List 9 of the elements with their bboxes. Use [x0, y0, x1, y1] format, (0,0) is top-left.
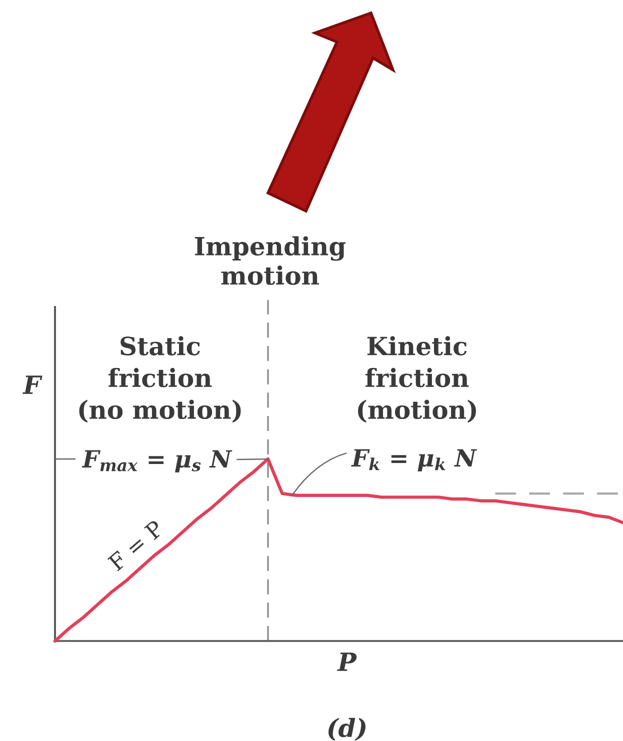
text: (d): [328, 718, 366, 741]
annotation: F = P: [107, 519, 164, 572]
y-axis-title: F: [22, 376, 42, 394]
annotation: F$_{k}$ = μ$_{k}$ N: [351, 449, 478, 472]
x-axis-title: P: [337, 652, 357, 671]
text: Impending motion: [195, 236, 346, 285]
text: Static friction (no motion): [79, 336, 241, 423]
text: Kinetic friction (motion): [358, 336, 476, 423]
annotation: F$_{max}$ = μ$_{s}$ N: [82, 450, 232, 472]
